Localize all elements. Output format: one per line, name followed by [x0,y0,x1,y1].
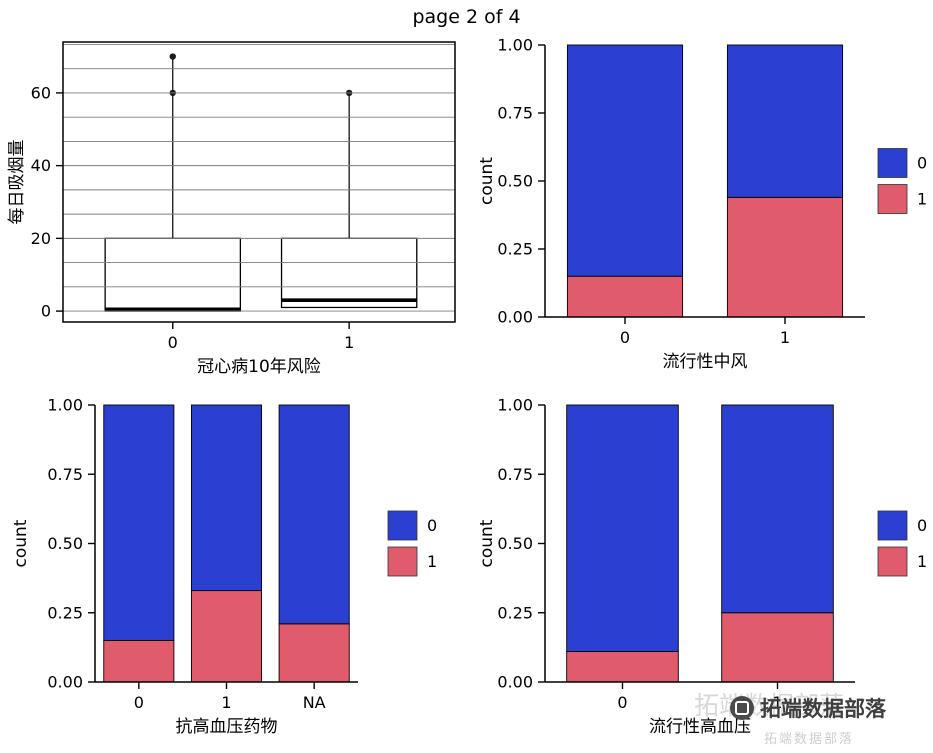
x-tick-label: 1 [344,333,354,352]
legend-key-1 [387,546,418,577]
bar-segment-1 [726,196,844,318]
legend-label: 1 [427,552,437,571]
chart-panel-count-by-prevalent-hypertension: 0 1 0.00 0.25 0.50 0.75 1.00 流行性高血压 count 0 1 [466,385,933,753]
legend-key-1 [877,184,908,214]
bar-segment-1 [190,590,263,683]
chart-panel-count-by-antihypertensive-meds: 0 1 NA 0.00 0.25 0.50 0.75 1.00 抗高血压药物 count 0 1 [0,385,466,753]
page-title: page 2 of 4 [412,6,521,28]
y-tick-label: 1.00 [497,36,533,55]
y-tick-label: 0.75 [497,104,533,123]
y-tick-label: 0.50 [497,534,533,553]
legend-key-0 [877,510,908,541]
bar-segment-0 [278,404,350,625]
y-tick-label: 0.50 [47,534,83,553]
y-tick-label: 0.00 [497,673,533,692]
watermark-echo-small: 拓端数据部落 [764,732,855,747]
x-tick-label: 1 [221,693,231,712]
bar-segment-0 [721,404,834,614]
y-tick-label: 0.00 [47,673,83,692]
x-tick-label: 0 [134,693,144,712]
plot-border [62,41,456,323]
chart-panel-count-by-prevalent-stroke: 0 1 0.00 0.25 0.50 0.75 1.00 流行性中风 count 0 1 [466,30,933,382]
y-tick-label: 60 [31,83,51,102]
x-tick-label: 0 [617,693,627,712]
bar-segment-0 [190,404,263,592]
x-axis-label: 流行性中风 [663,352,748,372]
y-axis-label: count [477,519,497,567]
legend-label: 0 [917,154,927,173]
y-tick-label: 1.00 [497,396,533,415]
watermark-row: 拓端数据部落 [730,693,886,723]
bar-segment-0 [566,404,679,652]
bar-segment-0 [566,44,684,277]
x-tick-label: 1 [772,693,782,712]
y-axis-label: count [11,519,31,567]
x-axis-label: 冠心病10年风险 [197,357,321,377]
legend-key-1 [877,546,908,577]
y-tick-label: 0.25 [497,240,533,259]
outlier-point [169,53,176,60]
y-tick-label: 0 [41,302,51,321]
chart-svg: 0 1 0.00 0.25 0.50 0.75 1.00 流行性中风 count 0 1 [477,36,927,373]
y-tick-label: 20 [31,229,51,248]
y-tick-label: 40 [31,156,51,175]
box [280,237,418,309]
bar-segment-1 [103,639,175,683]
bar-segment-0 [103,404,175,641]
y-tick-label: 0.25 [497,603,533,622]
bar-segment-1 [278,623,350,683]
watermark-text: 拓端数据部落 [760,697,886,721]
legend-label: 1 [917,190,927,209]
x-axis-label: 抗高血压药物 [176,717,278,737]
watermark-echo: 拓端数据部落 [694,691,845,720]
legend-label: 0 [427,516,437,535]
legend-label: 0 [917,516,927,535]
chart-panel-smoking-by-chd-risk: 0 20 40 60 0 1 冠心病10年风险 每日吸烟量 [0,30,466,382]
x-tick-label: NA [303,693,326,712]
x-tick-label: 0 [168,333,178,352]
x-tick-label: 0 [620,328,630,347]
y-tick-label: 0.75 [47,465,83,484]
y-tick-label: 0.50 [497,172,533,191]
x-tick-label: 1 [780,328,790,347]
y-tick-label: 0.75 [497,465,533,484]
watermark: 拓端数据部落 拓端数据部落 拓端数据部落 [690,684,933,753]
watermark-logo-icon [730,696,754,720]
bar-segment-1 [721,612,834,683]
box [104,237,242,312]
bar-segment-0 [726,44,844,198]
chart-svg: 0 1 0.00 0.25 0.50 0.75 1.00 流行性高血压 count 0 1 [477,396,927,738]
bar-segment-1 [566,651,679,683]
x-axis-label: 流行性高血压 [649,717,751,737]
legend-label: 1 [917,552,927,571]
y-axis-label: 每日吸烟量 [7,140,27,225]
bar-segment-1 [566,275,684,318]
legend-key-0 [877,148,908,178]
chart-svg: 0 20 40 60 0 1 冠心病10年风险 每日吸烟量 [7,41,456,377]
y-tick-label: 1.00 [47,396,83,415]
chart-svg: 0 1 NA 0.00 0.25 0.50 0.75 1.00 抗高血压药物 count 0 1 [11,396,437,738]
legend-key-0 [387,510,418,541]
y-axis-label: count [477,157,497,205]
y-tick-label: 0.00 [497,308,533,327]
y-tick-label: 0.25 [47,603,83,622]
